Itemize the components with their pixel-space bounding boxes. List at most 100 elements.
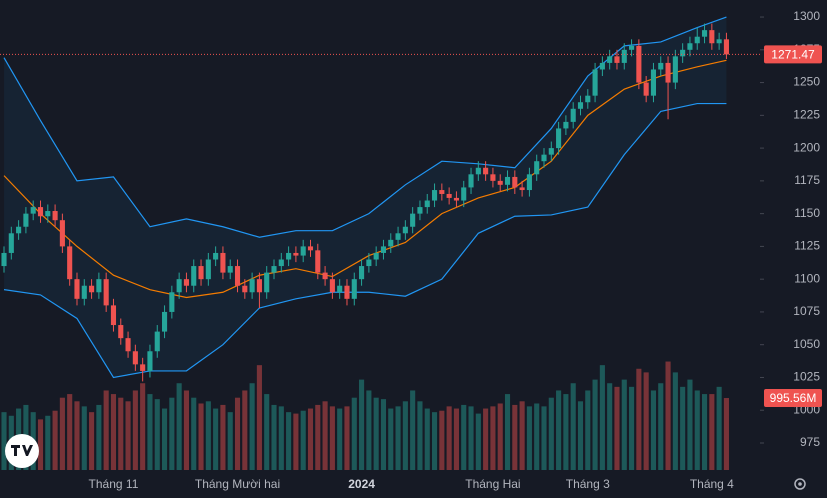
candle-body (629, 45, 635, 50)
candle-body (315, 250, 321, 273)
volume-bar (366, 390, 372, 470)
candle-body (512, 176, 518, 188)
last-price-label: 1271.47 (771, 48, 815, 62)
candle-body (380, 246, 387, 253)
volume-bar (147, 394, 153, 470)
y-tick-label: 1050 (793, 337, 820, 351)
volume-bar (556, 390, 562, 470)
volume-bar (541, 406, 547, 470)
volume-bar (687, 379, 693, 470)
band-fill (4, 17, 727, 378)
candle-body (534, 161, 540, 175)
volume-bar (220, 404, 226, 470)
volume-label: 995.56M (770, 391, 817, 405)
x-tick-label: Tháng Mười hai (195, 477, 280, 491)
y-tick-label: 1075 (793, 304, 820, 318)
candle-body (140, 364, 146, 371)
candle-body (8, 233, 14, 253)
settings[interactable] (794, 478, 806, 490)
y-tick-label: 1300 (793, 9, 820, 23)
volume-bar (723, 398, 729, 470)
candle-body (322, 272, 328, 280)
volume-bar (709, 394, 715, 470)
candle-body (556, 128, 562, 149)
candle-body (30, 207, 36, 214)
volume-bar (198, 403, 204, 470)
candle-body (475, 167, 481, 175)
candle-body (519, 187, 525, 191)
candle-body (213, 252, 219, 260)
candle-body (650, 69, 657, 96)
gear-hub[interactable] (798, 482, 802, 486)
candle-body (366, 259, 372, 267)
volume-bar (534, 403, 540, 470)
candle-body (286, 252, 292, 260)
candle-body (118, 325, 124, 339)
candle-body (388, 239, 394, 247)
volume-bar (483, 408, 489, 470)
candle-body (300, 246, 306, 256)
volume-bar (344, 406, 350, 470)
volume-bar (417, 401, 423, 470)
volume-bar (468, 406, 474, 470)
volume-bar (636, 368, 642, 470)
logo[interactable] (5, 434, 39, 468)
candle-body (585, 95, 591, 103)
volume-bar (176, 383, 182, 470)
candle-body (636, 45, 642, 83)
volume-bar (300, 410, 306, 470)
y-tick-label: 1150 (794, 206, 820, 220)
candle-body (89, 285, 95, 293)
volume-bar (497, 403, 503, 470)
candle-body (81, 285, 87, 299)
candle-body (599, 62, 605, 70)
candle-body (256, 279, 262, 293)
gear-icon[interactable] (794, 478, 806, 490)
candle-body (607, 56, 613, 63)
y-tick-label: 1250 (793, 75, 820, 89)
candle-body (468, 174, 474, 188)
band-upper-line (3, 16, 727, 238)
candle-body (293, 252, 299, 256)
candle-body (205, 259, 211, 280)
candle-body (337, 285, 343, 293)
volume-bar (475, 413, 481, 470)
volume-bar (643, 372, 649, 470)
candle-body (373, 252, 379, 260)
volume-bar (118, 397, 124, 470)
volume-bar (45, 415, 51, 470)
y-tick-label: 1100 (794, 271, 820, 285)
candle-body (74, 279, 80, 299)
volume-bar (191, 397, 197, 470)
volume-bar (337, 408, 343, 470)
volume-bar (614, 386, 620, 470)
candle-body (709, 30, 715, 44)
candle-body (132, 351, 138, 365)
volume-bar (307, 408, 314, 470)
volume-bar (373, 397, 379, 470)
candle-body (446, 193, 452, 198)
volume-bar (461, 404, 467, 470)
x-tick-label: Tháng Hai (465, 477, 520, 491)
logo-circle[interactable] (5, 434, 39, 468)
candle-body (614, 56, 620, 63)
logo-mark[interactable] (11, 445, 33, 456)
y-tick-label: 1200 (793, 140, 820, 154)
candle-body (577, 102, 584, 109)
candle-body (1, 252, 7, 267)
candle-body (37, 207, 44, 217)
candle-body (16, 226, 22, 234)
volume-bar (504, 394, 511, 470)
volume-bar (227, 412, 233, 470)
candle-body (548, 148, 554, 155)
volume-label-box (764, 389, 822, 408)
volume-bar (658, 383, 664, 470)
candle-body (431, 190, 438, 201)
candle-body (541, 154, 547, 162)
volume-bar (716, 386, 722, 470)
candle-body (264, 272, 270, 293)
candle-body (191, 266, 197, 286)
volume-bar (81, 406, 87, 470)
candle-body (410, 213, 416, 227)
